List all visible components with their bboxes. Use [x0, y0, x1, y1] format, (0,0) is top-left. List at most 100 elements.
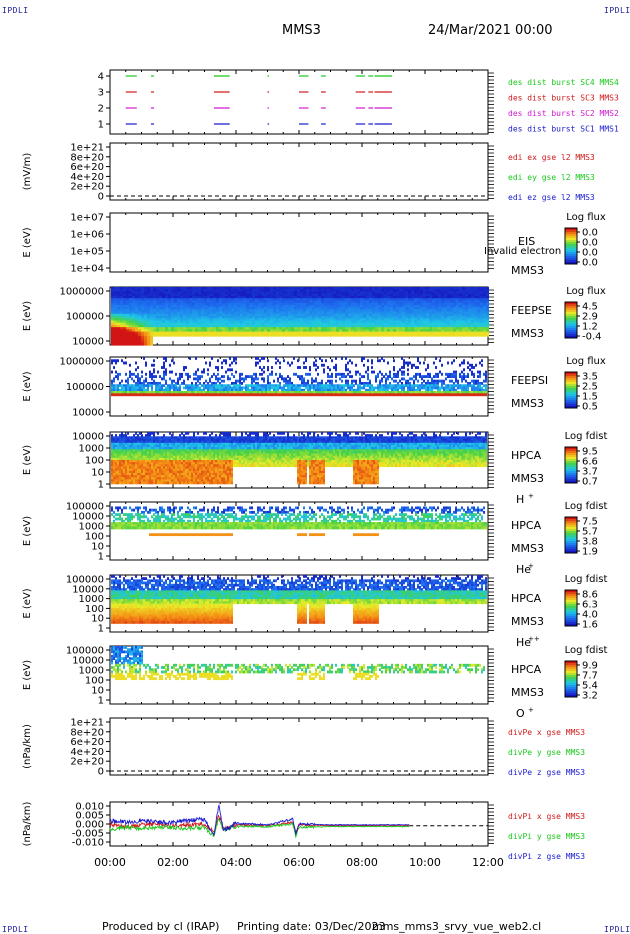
heatmap-cell	[333, 295, 336, 299]
heatmap-cell	[339, 333, 342, 337]
heatmap-cell	[441, 386, 443, 390]
heatmap-cell	[111, 316, 114, 319]
heatmap-cell	[327, 379, 329, 383]
heatmap-cell	[420, 333, 423, 337]
heatmap-cell	[120, 291, 123, 295]
heatmap-cell	[351, 307, 354, 310]
heatmap-cell	[162, 287, 165, 290]
heatmap-cell	[138, 324, 141, 328]
heatmap-cell	[138, 340, 141, 344]
heatmap-cell	[407, 393, 409, 397]
heatmap-cell	[367, 384, 369, 388]
heatmap-cell	[276, 304, 279, 308]
heatmap-cell	[285, 320, 288, 324]
heatmap-cell	[120, 320, 123, 324]
heatmap-cell	[162, 304, 165, 308]
heatmap-cell	[198, 309, 201, 313]
heatmap-cell	[261, 293, 264, 297]
heatmap-cell	[309, 304, 312, 308]
heatmap-cell	[282, 331, 285, 335]
heatmap-cell	[273, 316, 276, 319]
heatmap-cell	[291, 293, 294, 297]
heatmap-cell	[285, 293, 288, 297]
heatmap-cell	[192, 320, 195, 324]
heatmap-cell	[321, 291, 324, 295]
heatmap-cell	[288, 295, 291, 299]
heatmap-cell	[279, 293, 282, 297]
heatmap-cell	[189, 333, 192, 337]
heatmap-cell	[141, 293, 144, 297]
heatmap-cell	[141, 313, 144, 317]
heatmap-cell	[271, 386, 273, 390]
heatmap-cell	[133, 372, 135, 376]
heatmap-cell	[215, 393, 217, 397]
heatmap-cell	[147, 316, 150, 319]
heatmap-cell	[198, 302, 201, 306]
heatmap-cell	[187, 393, 189, 397]
heatmap-cell	[174, 307, 177, 310]
heatmap-cell	[339, 327, 342, 330]
heatmap-cell	[192, 313, 195, 317]
heatmap-cell	[171, 318, 174, 322]
heatmap-cell	[111, 329, 114, 333]
heatmap-cell	[215, 366, 217, 369]
heatmap-cell	[351, 318, 354, 322]
heatmap-cell	[485, 379, 487, 383]
heatmap-cell	[345, 393, 347, 397]
heatmap-cell	[120, 338, 123, 342]
heatmap-cell	[282, 320, 285, 324]
heatmap-cell	[273, 295, 276, 299]
heatmap-cell	[471, 366, 473, 369]
heatmap-cell	[141, 304, 144, 308]
heatmap-cell	[150, 318, 153, 322]
heatmap-cell	[207, 309, 210, 313]
heatmap-cell	[297, 331, 300, 335]
heatmap-cell	[291, 331, 294, 335]
heatmap-cell	[231, 329, 234, 333]
heatmap-cell	[409, 377, 411, 381]
heatmap-cell	[300, 329, 303, 333]
heatmap-cell	[165, 359, 167, 363]
heatmap-cell	[342, 333, 345, 337]
heatmap-cell	[187, 377, 189, 381]
heatmap-cell	[246, 298, 249, 301]
heatmap-cell	[390, 333, 393, 337]
heatmap-cell	[211, 357, 213, 360]
heatmap-cell	[342, 313, 345, 317]
y-tick-label: 1e+04	[70, 264, 104, 275]
heatmap-cell	[264, 300, 267, 304]
heatmap-cell	[159, 324, 162, 328]
heatmap-cell	[159, 309, 162, 313]
heatmap-cell	[324, 322, 327, 326]
heatmap-cell	[180, 289, 183, 293]
heatmap-cell	[259, 393, 261, 397]
heatmap-cell	[291, 295, 294, 299]
heatmap-cell	[205, 386, 207, 390]
heatmap-cell	[144, 302, 147, 306]
heatmap-cell	[421, 386, 423, 390]
heatmap-cell	[153, 381, 155, 385]
heatmap-cell	[377, 359, 379, 363]
heatmap-cell	[213, 304, 216, 308]
heatmap-cell	[219, 327, 222, 330]
colorbar-segment	[565, 312, 577, 315]
heatmap-cell	[361, 393, 363, 397]
heatmap-cell	[222, 320, 225, 324]
heatmap-cell	[211, 393, 213, 397]
heatmap-cell	[135, 320, 138, 324]
heatmap-cell	[270, 298, 273, 301]
heatmap-cell	[147, 324, 150, 328]
heatmap-cell	[150, 300, 153, 304]
heatmap-cell	[288, 324, 291, 328]
heatmap-cell	[114, 300, 117, 304]
heatmap-cell	[234, 289, 237, 293]
heatmap-cell	[216, 311, 219, 315]
heatmap-cell	[261, 287, 264, 290]
y-tick-label: 2	[98, 104, 104, 115]
heatmap-cell	[153, 309, 156, 313]
heatmap-cell	[168, 322, 171, 326]
heatmap-cell	[120, 327, 123, 330]
heatmap-cell	[211, 375, 213, 379]
heatmap-cell	[399, 368, 401, 372]
heatmap-cells	[111, 357, 487, 397]
